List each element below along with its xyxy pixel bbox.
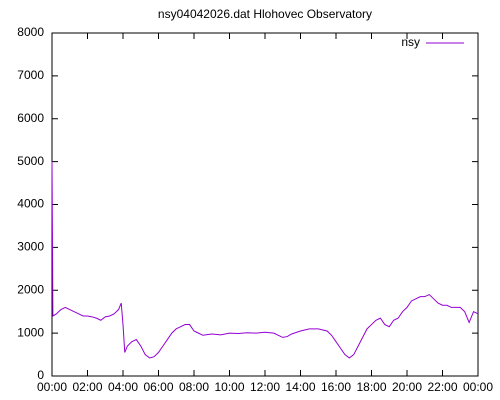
y-tick-label: 0 [37, 368, 44, 382]
x-tick-label: 06:00 [143, 380, 173, 394]
x-tick-label: 18:00 [356, 380, 386, 394]
x-tick-label: 00:00 [463, 380, 493, 394]
y-tick-label: 3000 [17, 240, 44, 254]
x-tick-label: 04:00 [108, 380, 138, 394]
y-tick-label: 1000 [17, 325, 44, 339]
data-line [51, 161, 479, 359]
y-tick-label: 5000 [17, 154, 44, 168]
x-tick-label: 14:00 [285, 380, 315, 394]
x-tick-label: 08:00 [179, 380, 209, 394]
y-tick-label: 2000 [17, 282, 44, 296]
y-tick-label: 6000 [17, 111, 44, 125]
x-tick-label: 02:00 [72, 380, 102, 394]
legend-label: nsy [401, 35, 420, 49]
y-tick-label: 7000 [17, 68, 44, 82]
x-tick-label: 16:00 [321, 380, 351, 394]
x-tick-label: 22:00 [427, 380, 457, 394]
x-tick-label: 12:00 [250, 380, 280, 394]
y-tick-label: 8000 [17, 25, 44, 39]
y-tick-label: 4000 [17, 197, 44, 211]
x-tick-label: 10:00 [214, 380, 244, 394]
x-tick-label: 20:00 [392, 380, 422, 394]
x-tick-label: 00:00 [37, 380, 67, 394]
chart-title: nsy04042026.dat Hlohovec Observatory [158, 7, 372, 21]
